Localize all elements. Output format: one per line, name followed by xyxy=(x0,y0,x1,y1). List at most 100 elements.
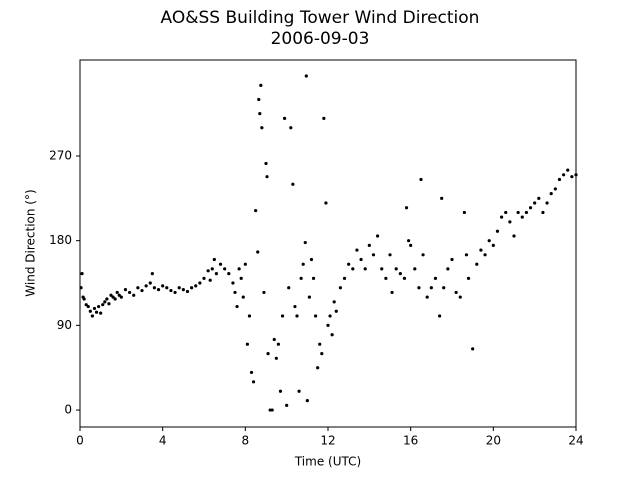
data-point xyxy=(150,272,154,276)
data-point xyxy=(270,408,274,412)
data-point xyxy=(235,304,239,309)
data-point xyxy=(161,284,165,288)
data-point xyxy=(384,276,388,280)
data-point xyxy=(533,201,537,205)
data-point xyxy=(99,311,103,315)
data-point xyxy=(367,243,371,247)
data-point xyxy=(528,206,533,210)
data-point xyxy=(274,356,278,360)
data-point xyxy=(256,250,260,254)
data-point xyxy=(262,290,266,295)
data-point xyxy=(202,276,206,280)
data-point xyxy=(206,269,210,273)
data-point xyxy=(316,366,320,370)
data-point xyxy=(303,240,307,245)
data-point xyxy=(190,286,194,290)
y-tick-label: 180 xyxy=(49,233,72,247)
data-point xyxy=(425,295,429,299)
data-point xyxy=(79,286,83,290)
data-point xyxy=(115,290,119,295)
data-point xyxy=(301,262,305,266)
data-point xyxy=(280,314,285,318)
x-tick-label: 0 xyxy=(76,434,84,448)
data-point xyxy=(479,248,483,252)
data-point xyxy=(464,253,469,257)
data-point xyxy=(553,187,557,191)
data-point xyxy=(152,286,156,290)
data-point xyxy=(82,297,86,301)
data-point xyxy=(537,196,541,200)
data-point xyxy=(491,243,495,247)
data-point xyxy=(409,243,413,247)
data-point xyxy=(86,304,90,309)
y-tick-label: 90 xyxy=(57,318,72,332)
x-tick-label: 16 xyxy=(403,434,418,448)
data-point xyxy=(495,229,500,233)
data-point xyxy=(257,97,261,102)
data-point xyxy=(249,370,254,375)
data-point xyxy=(545,201,549,205)
data-point xyxy=(328,314,332,318)
data-point xyxy=(355,248,359,252)
data-point xyxy=(245,342,249,346)
data-point xyxy=(84,303,88,307)
data-point xyxy=(314,314,318,318)
data-point xyxy=(123,288,128,292)
data-point xyxy=(237,267,241,271)
data-point xyxy=(332,300,336,304)
data-point xyxy=(198,281,202,285)
data-point xyxy=(132,293,136,297)
data-point xyxy=(508,220,512,224)
data-point xyxy=(103,300,107,304)
data-point xyxy=(320,352,324,356)
data-point xyxy=(185,289,190,294)
data-point xyxy=(394,267,398,271)
x-tick-label: 12 xyxy=(320,434,335,448)
y-tick-label: 270 xyxy=(49,148,72,162)
data-point xyxy=(88,309,92,313)
data-point xyxy=(324,201,328,205)
data-point xyxy=(233,290,237,295)
data-point xyxy=(475,262,479,266)
data-point xyxy=(295,314,299,318)
data-point xyxy=(487,239,491,243)
data-point xyxy=(304,74,308,78)
data-point xyxy=(231,281,235,285)
data-point xyxy=(252,380,256,384)
data-point xyxy=(462,210,466,215)
data-point xyxy=(433,276,438,280)
data-point xyxy=(351,267,355,271)
data-point xyxy=(140,288,144,293)
data-point xyxy=(311,276,316,280)
data-point xyxy=(500,215,504,219)
data-point xyxy=(208,278,212,282)
data-point xyxy=(299,276,303,280)
data-point xyxy=(177,286,181,290)
data-point xyxy=(247,314,252,318)
data-point xyxy=(566,168,570,172)
data-point xyxy=(119,295,123,299)
data-point xyxy=(442,286,446,290)
data-point xyxy=(446,267,450,271)
data-point xyxy=(570,175,574,179)
data-point xyxy=(454,290,458,295)
data-point xyxy=(254,208,258,213)
data-point xyxy=(512,234,516,238)
data-point xyxy=(504,210,508,215)
data-point xyxy=(419,177,423,182)
data-point xyxy=(388,253,392,257)
data-point xyxy=(181,288,185,292)
data-point xyxy=(289,126,293,130)
data-point xyxy=(562,173,566,177)
data-point xyxy=(322,116,326,120)
data-point xyxy=(113,297,117,301)
data-point xyxy=(429,286,433,290)
data-point xyxy=(402,276,407,280)
data-point xyxy=(173,290,177,295)
data-point xyxy=(223,267,227,271)
x-axis-label: Time (UTC) xyxy=(294,455,361,469)
data-point xyxy=(285,403,289,407)
data-point xyxy=(243,262,247,266)
